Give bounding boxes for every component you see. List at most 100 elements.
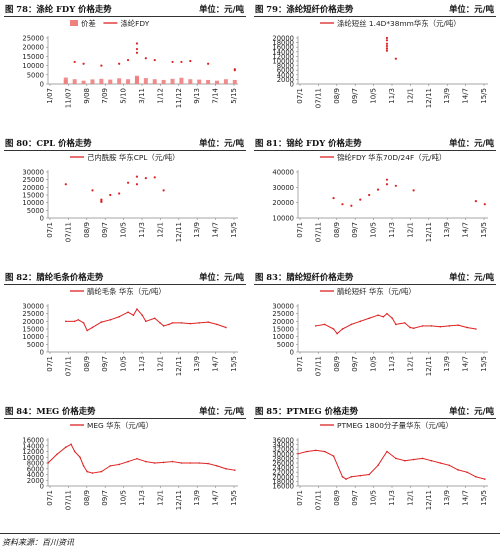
line-segment [199,462,209,465]
data-point [180,322,183,324]
x-tick-label: 10/5 [370,222,378,238]
x-tick-label: 15/5 [230,490,238,506]
data-point [394,57,397,60]
line-segment [199,321,209,324]
x-tick-label: 13/9 [193,356,201,372]
x-tick-label: 09/7 [351,356,359,372]
x-tick-label: 14/7 [462,222,470,238]
bar [206,79,211,84]
x-tick-label: 12/11 [175,222,183,242]
data-point [382,315,385,318]
line-segment [65,443,72,448]
data-point [395,323,397,326]
line-segment [79,457,85,467]
x-tick-label: 11/3 [388,490,396,506]
data-point [323,323,326,326]
line-segment [154,461,164,464]
data-point [385,47,389,50]
data-point [475,476,477,478]
figure-unit: 单位：元/吨 [199,406,244,416]
y-tick-label: 0 [40,81,44,89]
x-tick-label: 5/15 [230,88,238,104]
line-segment [315,449,325,452]
y-tick-label: 25000 [22,176,44,184]
y-tick-label: 15000 [22,53,44,61]
y-tick-label: 10000 [272,215,294,223]
line-segment [141,314,147,322]
line-segment [87,471,93,474]
line-segment [449,324,459,327]
line-segment [360,317,370,322]
data-point [109,319,112,321]
line-segment [333,328,338,334]
line-segment [368,464,379,475]
data-point [385,36,389,40]
data-point [430,325,433,327]
line-segment [440,325,450,328]
figure-title: 图 79：涤纶短纤价格走势 [255,4,354,14]
x-tick-label: 13/9 [193,490,201,506]
figure-unit: 单位：元/吨 [199,272,244,282]
data-point [412,327,415,330]
line-segment [216,465,227,470]
line-segment [466,326,476,330]
y-tick-label: 25000 [272,310,294,318]
data-point [457,324,459,326]
x-tick-label: 08/9 [333,222,341,238]
figure-header: 图 80：CPL 价格走势 单位：元/吨 [4,136,246,151]
figure-title: 图 78：涤纶 FDY 价格走势 [5,4,112,14]
data-point [91,326,94,329]
data-point [474,200,478,203]
y-tick-label: 8000 [27,460,44,468]
x-tick-label: 09/7 [101,490,109,506]
data-point [386,312,388,315]
x-tick-label: 11/3 [388,88,396,104]
data-point [171,460,174,463]
data-point [145,320,147,323]
data-point [403,322,406,324]
x-tick-label: 15/5 [230,222,238,238]
data-point [144,57,147,60]
data-point [91,472,94,474]
data-point [341,203,344,206]
data-point [216,323,218,326]
figure-83-panel: 图 83：腈纶短纤价格走势 单位：元/吨 0 5000 10000 15000 2000… [254,270,496,396]
x-tick-label: 10/5 [370,490,378,506]
figure-title: 图 82：腈纶毛条价格走势 [5,272,104,282]
data-point [448,325,451,327]
x-tick-label: 07/1 [296,88,304,104]
x-tick-label: 08/9 [333,490,341,506]
data-point [377,314,379,316]
data-point [64,183,67,186]
y-tick-label: 12000 [22,448,44,456]
data-point [118,62,121,65]
data-point [314,449,317,452]
x-tick-label: 14/7 [212,490,220,506]
data-point [118,315,120,318]
data-point [135,42,139,45]
bar [215,80,220,84]
figure-85-panel: 图 85：PTMEG 价格走势 单位：元/吨 16000 18000 20000 22… [254,404,496,530]
data-point [385,39,389,42]
y-tick-label: 36000 [272,437,294,445]
legend-swatch [70,20,78,26]
line-segment [47,454,58,464]
y-tick-label: 20000 [272,318,294,326]
x-tick-label: 09/7 [101,356,109,372]
line-segment [351,320,361,325]
data-point [359,198,362,201]
data-point [350,476,353,478]
line-segment [324,451,334,457]
line-segment [101,319,111,323]
y-tick-label: 20000 [22,44,44,52]
bar [126,79,131,84]
data-point [56,453,58,456]
x-tick-label: 15/5 [480,356,488,372]
line-segment [404,322,411,328]
data-point [82,465,85,467]
x-tick-label: 07/11 [64,356,72,376]
